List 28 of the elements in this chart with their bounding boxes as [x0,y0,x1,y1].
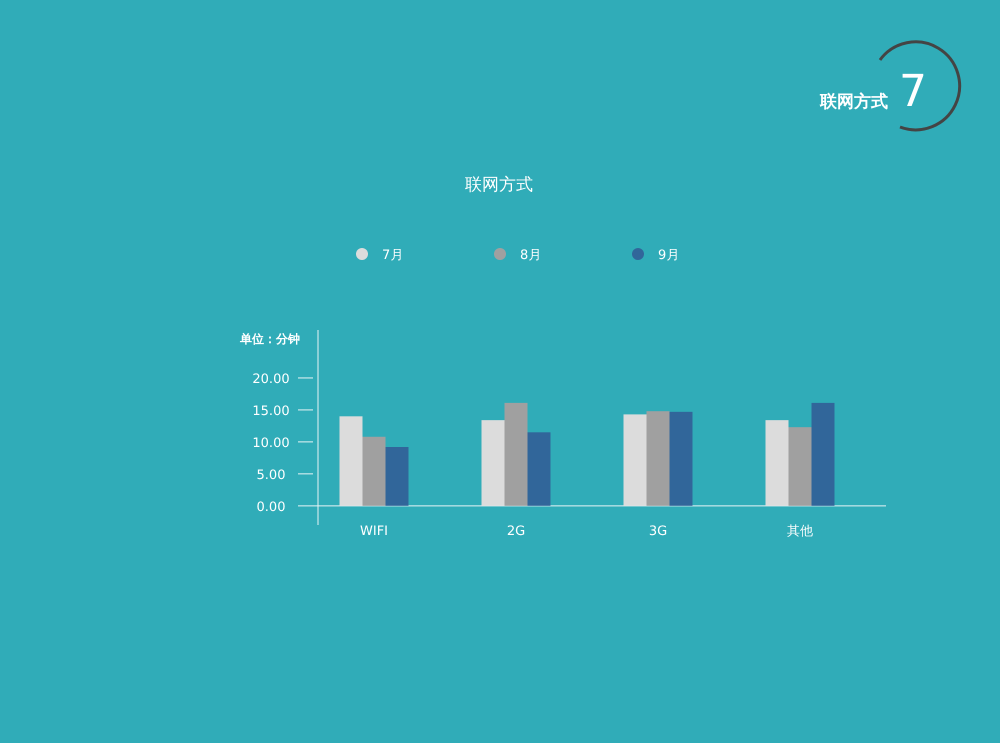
legend-label: 9月 [658,248,680,263]
text: 7 [899,66,927,117]
y-tick-label: 5.00 [256,468,286,483]
bar [386,447,408,506]
y-tick-label: 0.00 [256,500,286,515]
x-tick-label: 其他 [787,524,813,539]
x-tick-label: 2G [506,524,526,539]
bar [482,420,504,506]
x-tick-label: WIFI [360,524,388,539]
y-tick-label: 20.00 [252,372,290,387]
bar [362,436,386,506]
x-tick-label: 3G [648,524,668,539]
bar [528,432,550,506]
bar [340,416,362,506]
text: 联网方式 [819,92,888,112]
chart-title: 联网方式 [465,175,533,195]
bar [646,411,670,506]
bar [788,427,812,506]
y-axis-title: 单位：分钟 [239,332,300,346]
bar [624,414,646,506]
y-tick-label: 15.00 [252,404,290,419]
legend-label: 7月 [382,248,404,263]
bar [766,420,788,506]
bar [812,402,834,506]
bar [670,412,692,506]
y-tick-label: 10.00 [252,436,290,451]
bar [504,402,528,506]
legend-label: 8月 [520,248,542,263]
